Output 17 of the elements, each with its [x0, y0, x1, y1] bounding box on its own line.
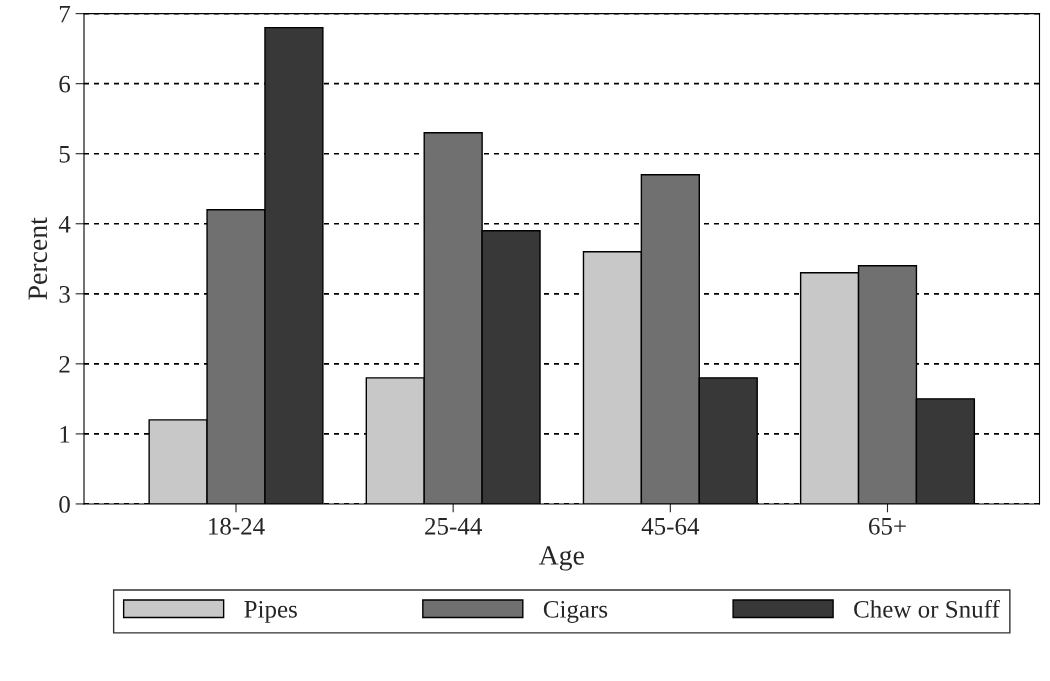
y-tick-label: 7 [59, 5, 71, 23]
x-tick-label: 25-44 [425, 517, 482, 535]
y-tick-label: 2 [59, 355, 70, 373]
x-tick-label: 65+ [869, 517, 906, 535]
legend-label: Pipes [244, 600, 297, 623]
y-axis-title: Percent [28, 217, 48, 300]
x-tick-label: 18-24 [209, 517, 265, 535]
legend-label: Chew or Snuff [854, 599, 1000, 618]
y-tick-label: 1 [60, 426, 70, 443]
x-axis-title: Age [538, 546, 584, 571]
y-tick-label: 0 [59, 495, 70, 513]
x-tick-label: 45-64 [641, 517, 700, 535]
y-tick-label: 4 [58, 215, 71, 233]
legend-label: Cigars [543, 600, 608, 623]
y-tick-label: 5 [59, 146, 70, 163]
y-tick-label: 3 [59, 285, 70, 303]
y-tick-label: 6 [59, 75, 71, 93]
